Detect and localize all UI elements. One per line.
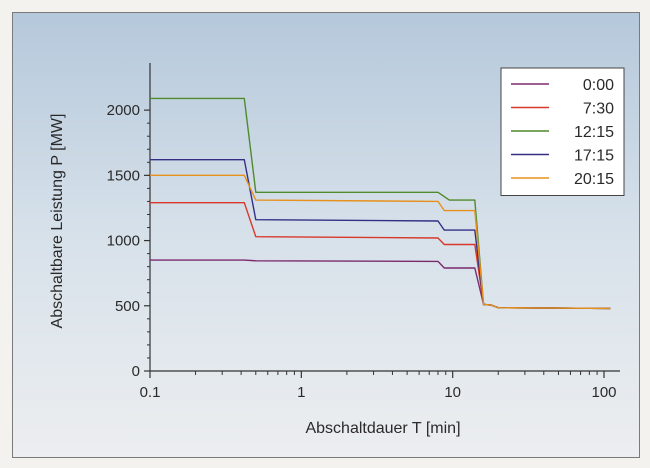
legend-label: 12:15 (574, 124, 614, 141)
y-tick-label: 1500 (107, 167, 140, 184)
legend-label: 7:30 (583, 101, 614, 118)
legend-label: 20:15 (574, 171, 614, 188)
chart-figure: 0 500 1000 1500 2000 0.1 1 10 100 Abschaltdauer T… (12, 12, 640, 458)
y-tick-label: 1000 (107, 233, 140, 250)
line-chart: 0 500 1000 1500 2000 0.1 1 10 100 Abschaltdauer T… (49, 63, 625, 437)
x-tick-label: 10 (444, 384, 461, 401)
y-axis-title: Abschaltbare Leistung P [MW] (49, 114, 66, 329)
series-line-2015 (150, 174, 611, 310)
series-line-730 (150, 201, 611, 310)
x-tick-label: 1 (297, 384, 305, 401)
series-line-000 (150, 259, 611, 310)
y-tick-label: 500 (115, 298, 140, 315)
x-axis-title: Abschaltdauer T [min] (305, 420, 460, 437)
legend-label: 17:15 (574, 148, 614, 165)
x-tick-label: 0.1 (140, 384, 161, 401)
x-tick-label: 100 (592, 384, 617, 401)
y-tick-label: 0 (132, 363, 140, 380)
y-tick-label: 2000 (107, 102, 140, 119)
legend-label: 0:00 (583, 77, 614, 94)
